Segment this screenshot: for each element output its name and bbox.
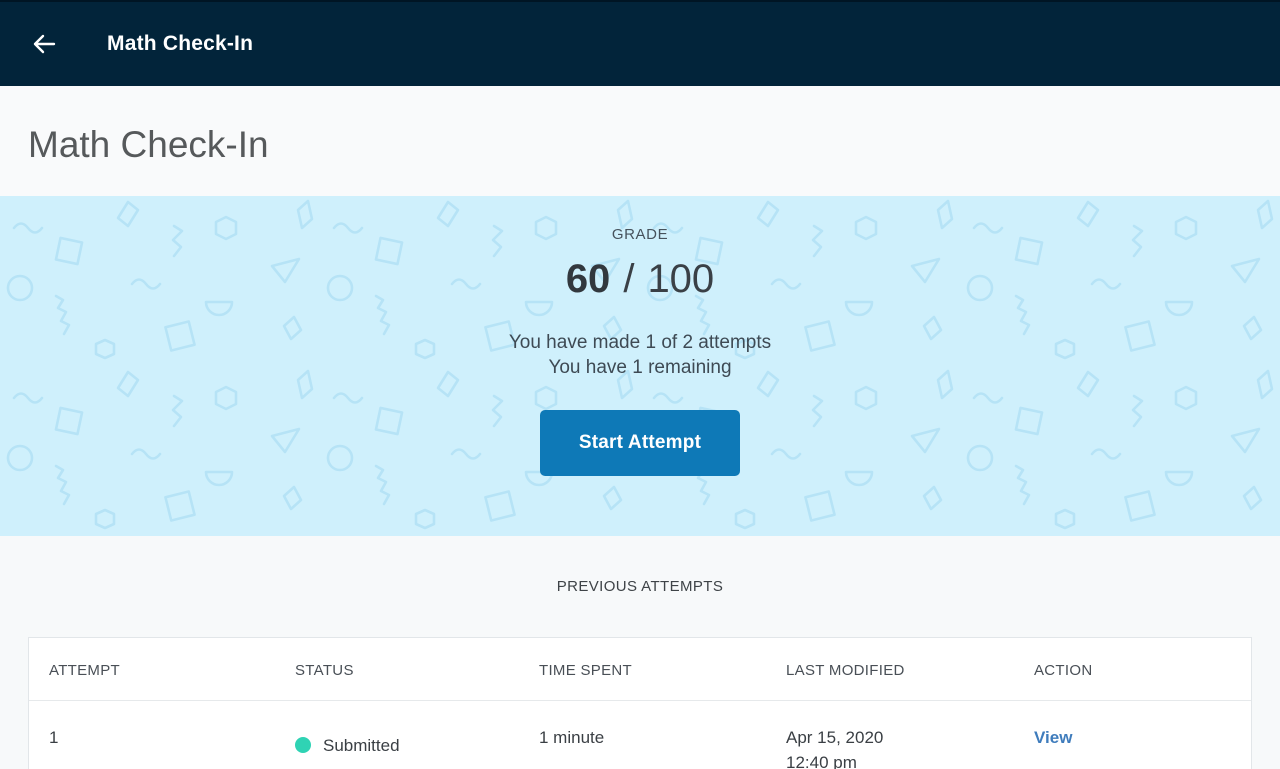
previous-attempts-section: PREVIOUS ATTEMPTS ATTEMPT STATUS TIME SP…: [0, 536, 1280, 769]
last-modified-time: 12:40 pm: [786, 753, 857, 769]
attempt-time-spent: 1 minute: [539, 728, 605, 747]
table-row: 1 Submitted 1 minute Apr 15, 2020 12:40 …: [29, 701, 1251, 769]
grade-total: 100: [647, 257, 715, 301]
column-header-time-spent: TIME SPENT: [519, 638, 766, 701]
confetti-pattern-background: [0, 196, 1280, 536]
grade-panel: GRADE 60 / 100 You have made 1 of 2 atte…: [0, 196, 1280, 536]
arrow-left-icon: [33, 34, 56, 54]
attempts-table-card: ATTEMPT STATUS TIME SPENT LAST MODIFIED …: [28, 637, 1252, 769]
page-title: Math Check-In: [28, 124, 269, 165]
table-header-row: ATTEMPT STATUS TIME SPENT LAST MODIFIED …: [29, 638, 1251, 701]
attempt-action-cell: View: [1014, 701, 1251, 769]
attempt-status-label: Submitted: [323, 735, 400, 755]
column-header-attempt: ATTEMPT: [29, 638, 275, 701]
attempt-last-modified: Apr 15, 2020 12:40 pm: [766, 701, 1014, 769]
attempts-info: You have made 1 of 2 attempts You have 1…: [0, 330, 1280, 380]
view-link[interactable]: View: [1034, 728, 1073, 747]
attempts-table: ATTEMPT STATUS TIME SPENT LAST MODIFIED …: [29, 638, 1251, 769]
previous-attempts-heading: PREVIOUS ATTEMPTS: [556, 578, 724, 595]
last-modified-date: Apr 15, 2020: [786, 728, 884, 747]
grade-score: 60 / 100: [0, 256, 1280, 302]
attempts-made-text: You have made 1 of 2 attempts: [508, 332, 772, 353]
attempt-status-cell: Submitted: [275, 701, 519, 769]
app-bar-title: Math Check-In: [107, 32, 254, 55]
start-attempt-button[interactable]: Start Attempt: [539, 410, 741, 476]
back-button[interactable]: [30, 22, 70, 66]
grade-earned: 60: [565, 257, 611, 301]
grade-label: GRADE: [611, 226, 669, 243]
column-header-last-modified: LAST MODIFIED: [766, 638, 1014, 701]
status-submitted-dot-icon: [295, 737, 311, 753]
column-header-action: ACTION: [1014, 638, 1251, 701]
grade-content: GRADE 60 / 100 You have made 1 of 2 atte…: [0, 196, 1280, 476]
grade-separator: /: [623, 257, 635, 301]
page-heading-section: Math Check-In: [0, 86, 1280, 196]
attempts-remaining-text: You have 1 remaining: [548, 357, 732, 378]
attempt-number: 1: [49, 728, 59, 747]
app-bar: Math Check-In: [0, 0, 1280, 86]
column-header-status: STATUS: [275, 638, 519, 701]
